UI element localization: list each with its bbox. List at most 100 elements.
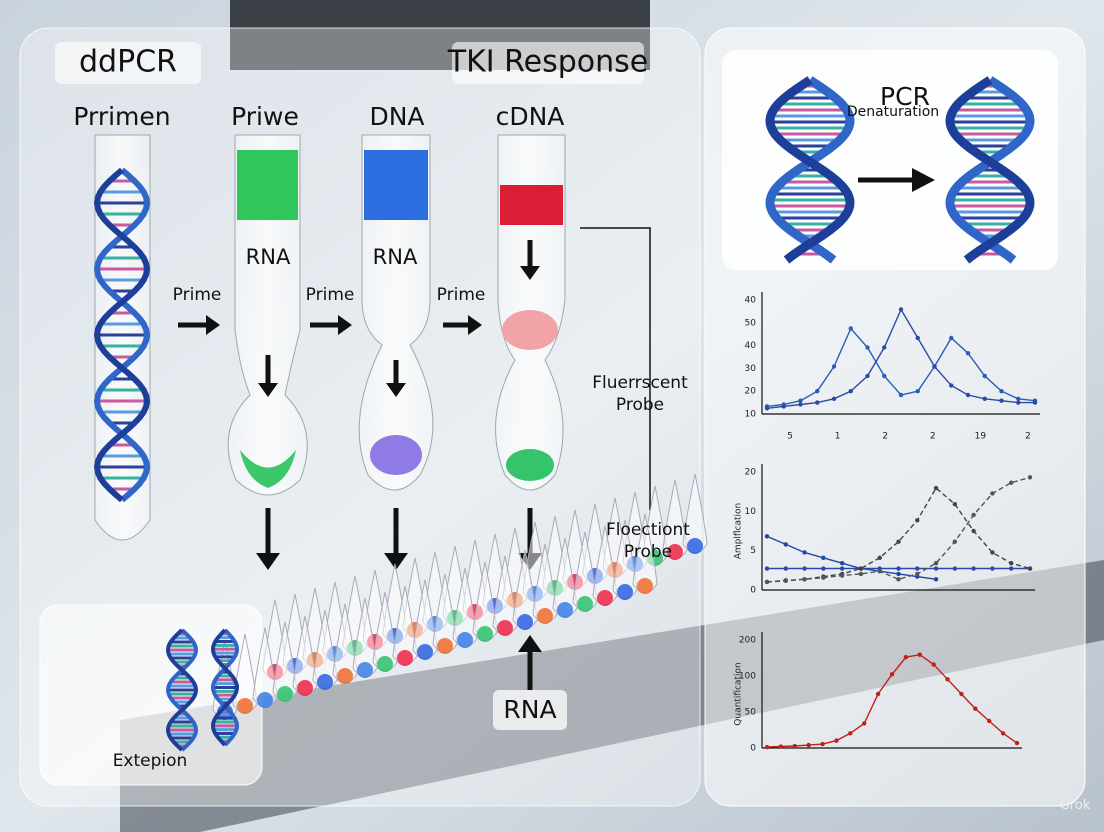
strand: [765, 76, 855, 264]
well-dot: [637, 578, 653, 594]
well-dot: [257, 692, 273, 708]
y-tick-label: 5: [750, 546, 756, 556]
point: [896, 571, 901, 577]
point: [792, 743, 797, 749]
point: [821, 555, 826, 561]
tube-content: RNA: [373, 245, 418, 269]
y-tick-label: 0: [750, 744, 756, 754]
point: [1000, 731, 1006, 736]
point: [1027, 475, 1033, 480]
arrow-label: Prime: [173, 285, 222, 305]
point: [1009, 566, 1014, 571]
point: [915, 566, 920, 571]
tube: [227, 134, 308, 496]
point: [949, 335, 954, 341]
point: [821, 566, 826, 571]
arrow-head: [258, 383, 278, 397]
x-tick-label: 2: [1025, 432, 1031, 442]
point: [952, 539, 958, 544]
plate: [212, 473, 708, 720]
y-tick-label: 40: [745, 296, 757, 306]
well-dot: [297, 680, 313, 696]
x-tick-label: 2: [930, 432, 936, 442]
point: [783, 578, 788, 584]
point: [915, 571, 920, 577]
point: [831, 396, 837, 401]
y-tick-label: 20: [745, 387, 757, 397]
well-dot: [617, 584, 633, 600]
arrow-label: Prime: [306, 285, 355, 305]
well-dot: [597, 590, 613, 606]
x-tick-label: 5: [787, 432, 793, 442]
point: [862, 721, 867, 726]
point: [915, 389, 920, 394]
point: [1014, 740, 1020, 746]
point: [882, 345, 887, 350]
point: [999, 389, 1004, 394]
point: [987, 718, 992, 724]
well-dot: [237, 698, 253, 714]
point: [898, 307, 904, 312]
y-tick-label: 100: [739, 672, 756, 682]
y-tick-label: 40: [745, 341, 757, 351]
point: [933, 485, 939, 491]
liquid: [502, 310, 558, 350]
well-dot: [537, 608, 553, 624]
point: [764, 534, 770, 539]
connector: [580, 227, 651, 510]
point: [898, 392, 904, 398]
x-tick-label: 1: [835, 432, 841, 442]
arrow-head: [520, 266, 540, 280]
arrow-head: [386, 383, 406, 397]
tube: [94, 134, 151, 541]
x-tick-label: 19: [975, 432, 987, 442]
label-box: [493, 690, 567, 730]
point: [896, 566, 901, 571]
well-dot: [577, 596, 593, 612]
tube-content: RNA: [246, 245, 291, 269]
probe-label: Fluerrscent: [592, 373, 688, 393]
point: [802, 550, 807, 555]
strand: [165, 628, 199, 752]
point: [802, 566, 807, 571]
point: [945, 677, 950, 682]
y-tick-label: 0: [750, 586, 756, 596]
arrow-head: [338, 315, 352, 335]
point: [778, 744, 784, 749]
probe-label: Probe: [624, 542, 672, 562]
point: [982, 373, 987, 379]
point: [965, 392, 971, 398]
arrow-head: [912, 168, 935, 192]
point: [839, 566, 845, 571]
plate-label: RNA: [503, 695, 556, 724]
point: [952, 566, 958, 571]
point: [1016, 400, 1021, 405]
point: [875, 691, 881, 697]
pcr-step: Denaturation: [847, 104, 939, 120]
well-dot: [477, 626, 493, 642]
well-dot: [317, 674, 333, 690]
y-tick-label: 50: [745, 318, 757, 328]
point: [949, 383, 954, 388]
point: [990, 491, 995, 496]
tube: [358, 134, 434, 491]
well-dot: [557, 602, 573, 618]
point: [1032, 400, 1038, 405]
arrow-head: [206, 315, 220, 335]
label-box: [55, 42, 201, 84]
tubes: [94, 134, 566, 541]
point: [990, 550, 995, 555]
point: [973, 706, 978, 711]
pcr-title: PCR: [880, 82, 930, 111]
point: [783, 566, 788, 571]
point: [764, 579, 770, 585]
strand: [210, 628, 240, 747]
arrow-head: [384, 553, 408, 570]
liquid: [237, 150, 298, 220]
point: [1009, 480, 1014, 485]
point: [933, 560, 939, 566]
helices: [93, 76, 1035, 752]
point: [821, 575, 826, 580]
probe-label: Probe: [616, 395, 664, 415]
point: [965, 351, 971, 356]
